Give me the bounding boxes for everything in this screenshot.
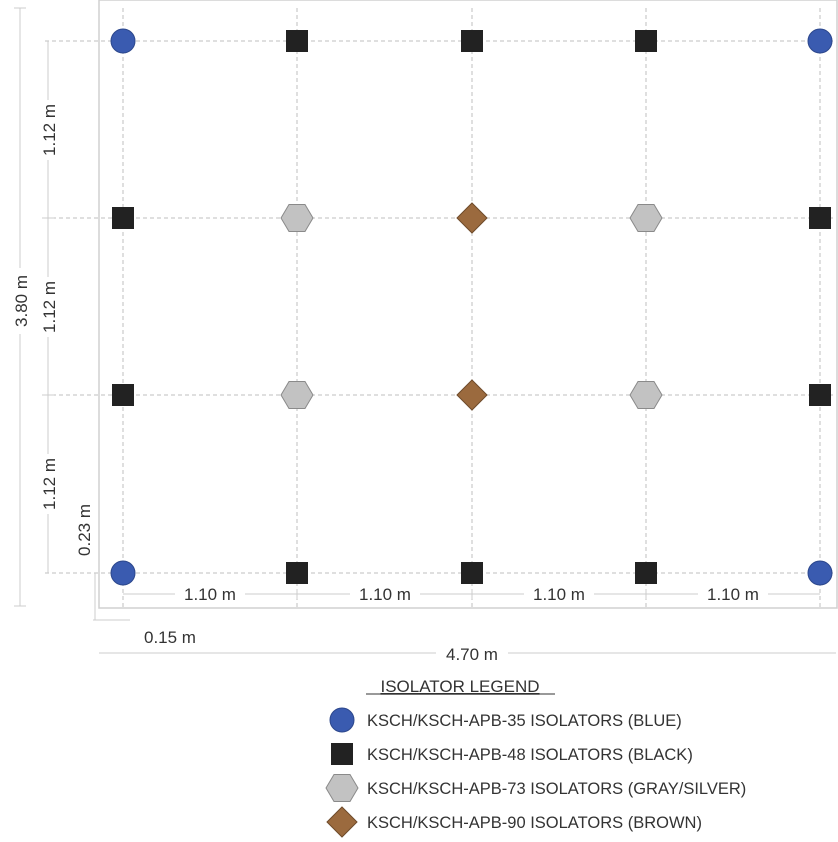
isolator-legend: ISOLATOR LEGEND KSCH/KSCH-APB-35 ISOLATO… xyxy=(325,677,746,838)
legend-item-label: KSCH/KSCH-APB-48 ISOLATORS (BLACK) xyxy=(367,746,693,764)
gray-hexagon-icon xyxy=(325,774,359,802)
blue-circle-icon xyxy=(110,560,136,586)
black-square-icon xyxy=(635,30,657,52)
black-square-icon xyxy=(286,30,308,52)
blue-circle-icon xyxy=(807,28,833,54)
label-background xyxy=(524,584,594,604)
dimension-labels: 1.12 m 1.12 m 1.12 m 3.80 m 0.23 m 1.10 … xyxy=(10,100,768,664)
black-square-icon xyxy=(112,207,134,229)
gray-hexagon-icon xyxy=(280,381,314,409)
black-square-icon xyxy=(461,30,483,52)
left-offset-label: 0.15 m xyxy=(144,628,196,647)
legend-items: KSCH/KSCH-APB-35 ISOLATORS (BLUE) KSCH/KS… xyxy=(325,707,746,838)
black-square-icon xyxy=(461,562,483,584)
black-square-icon xyxy=(809,384,831,406)
legend-item-label: KSCH/KSCH-APB-73 ISOLATORS (GRAY/SILVER) xyxy=(367,780,746,798)
gray-hexagon-icon xyxy=(280,204,314,232)
blue-circle-icon xyxy=(807,560,833,586)
black-square-icon xyxy=(635,562,657,584)
column-spacing-label-4: 1.10 m xyxy=(707,585,759,604)
column-spacing-label-2: 1.10 m xyxy=(359,585,411,604)
column-spacing-label-3: 1.10 m xyxy=(533,585,585,604)
legend-title: ISOLATOR LEGEND xyxy=(380,677,539,696)
column-spacing-label-1: 1.10 m xyxy=(184,585,236,604)
blue-circle-icon xyxy=(110,28,136,54)
overall-width-label: 4.70 m xyxy=(446,645,498,664)
overall-height-label: 3.80 m xyxy=(12,275,31,327)
brown-diamond-icon xyxy=(456,379,488,411)
label-background xyxy=(175,584,245,604)
brown-diamond-icon xyxy=(326,806,358,838)
label-background xyxy=(10,268,32,334)
label-background xyxy=(38,100,60,160)
black-square-icon xyxy=(112,384,134,406)
gray-hexagon-icon xyxy=(629,381,663,409)
black-square-icon xyxy=(331,743,353,765)
isolator-markers xyxy=(110,28,833,586)
label-background xyxy=(436,643,508,663)
gray-hexagon-icon xyxy=(629,204,663,232)
legend-item-label: KSCH/KSCH-APB-90 ISOLATORS (BROWN) xyxy=(367,814,702,832)
bottom-offset-label: 0.23 m xyxy=(75,504,94,556)
brown-diamond-icon xyxy=(456,202,488,234)
black-square-icon xyxy=(286,562,308,584)
blue-circle-icon xyxy=(329,707,355,733)
label-background xyxy=(38,277,60,337)
legend-item-label: KSCH/KSCH-APB-35 ISOLATORS (BLUE) xyxy=(367,712,682,730)
label-background xyxy=(698,584,768,604)
plan-frame xyxy=(98,0,838,609)
black-square-icon xyxy=(809,207,831,229)
row-spacing-label-3: 1.12 m xyxy=(40,458,59,510)
grid-lines xyxy=(45,8,835,608)
row-spacing-label-1: 1.12 m xyxy=(40,104,59,156)
label-background xyxy=(38,454,60,514)
row-spacing-label-2: 1.12 m xyxy=(40,281,59,333)
label-background xyxy=(350,584,420,604)
